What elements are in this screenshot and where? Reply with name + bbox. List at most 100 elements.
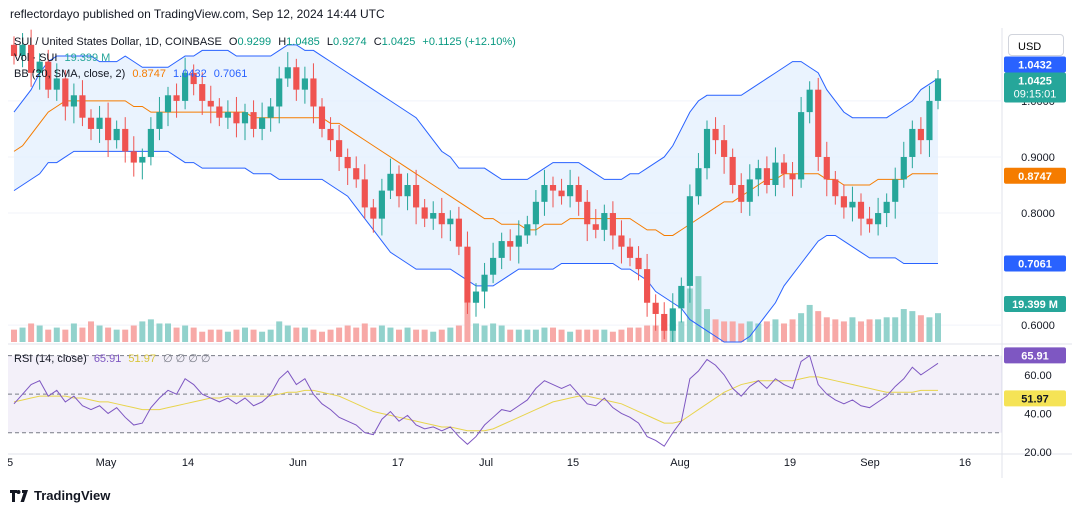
volume-bar — [789, 319, 796, 342]
candle-body — [926, 100, 933, 141]
candle-body — [310, 78, 317, 107]
volume-bar — [772, 319, 779, 342]
candle-body — [900, 156, 907, 180]
volume-bar — [455, 325, 462, 342]
candle-body — [490, 257, 497, 275]
candle-body — [250, 112, 257, 129]
bb-lower-price-tag: 0.7061 — [1018, 259, 1052, 271]
rsi-ma-line — [13, 376, 938, 432]
candle-body — [455, 218, 462, 247]
candle-body — [661, 313, 668, 331]
time-tick-label: Sep — [860, 457, 880, 469]
change-value: +0.1125 (+12.10%) — [422, 36, 516, 48]
bb-legend[interactable]: BB (20, SMA, close, 2) 0.8747 1.0432 0.7… — [14, 68, 251, 80]
candle-body — [113, 128, 120, 141]
volume-bar — [70, 323, 77, 342]
symbol-legend[interactable]: SUI / United States Dollar, 1D, COINBASE… — [14, 36, 520, 48]
candle-body — [147, 128, 154, 157]
candle-body — [404, 185, 411, 197]
volume-bar — [199, 331, 206, 342]
volume-bar — [370, 327, 377, 342]
volume-bar — [387, 327, 394, 342]
currency-button[interactable]: USD — [1008, 34, 1064, 56]
low-label: L — [326, 36, 333, 48]
volume-bar — [490, 323, 497, 342]
volume-bar — [541, 327, 548, 342]
volume-bar — [45, 329, 52, 342]
volume-bar — [532, 329, 539, 342]
candle-body — [361, 179, 368, 208]
candle-body — [70, 95, 77, 107]
candle-body — [746, 179, 753, 202]
volume-legend[interactable]: Vol · SUI 19.399 M — [14, 52, 114, 64]
candle-body — [686, 196, 693, 286]
candle-body — [626, 246, 634, 258]
candle-body — [19, 44, 26, 57]
candle-body — [883, 201, 890, 214]
rsi-extra-values: ∅ ∅ ∅ ∅ — [163, 353, 211, 365]
volume-bar — [259, 331, 266, 342]
time-tick-label: 19 — [784, 457, 796, 469]
time-tick-label: 5 — [8, 457, 13, 469]
price-tick-label: 0.9000 — [1021, 152, 1055, 164]
volume-bar — [182, 325, 189, 342]
rsi-tick-label: 40.00 — [1024, 408, 1052, 420]
volume-bar — [712, 319, 719, 342]
volume-bar — [19, 327, 26, 342]
candle-body — [79, 95, 86, 118]
candle-body — [156, 112, 163, 129]
bb-upper-price-tag-bg — [1004, 56, 1066, 73]
candle-body — [866, 218, 873, 225]
bb-lower-value: 0.7061 — [213, 68, 248, 80]
bb-upper-price-tag: 1.0432 — [1018, 59, 1052, 71]
volume-bar — [301, 327, 308, 342]
volume-bar — [575, 329, 582, 342]
volume-bar — [396, 329, 402, 342]
volume-bar — [327, 329, 334, 342]
volume-bar — [122, 329, 129, 342]
candle-body — [609, 213, 616, 236]
symbol-title[interactable]: SUI / United States Dollar, 1D, COINBASE — [14, 36, 222, 48]
candle-body — [293, 67, 300, 90]
bb-lower-price-tag-bg — [1004, 255, 1066, 272]
volume-bar — [267, 329, 274, 342]
volume-bar — [883, 317, 890, 342]
candle-body — [207, 100, 214, 107]
volume-bar — [139, 321, 146, 342]
volume-bar — [11, 329, 17, 342]
rsi-tick-label: 60.00 — [1024, 370, 1052, 382]
candle-body — [823, 156, 830, 180]
candle-body — [875, 213, 882, 225]
candle-body — [438, 213, 445, 225]
volume-bar — [421, 329, 428, 342]
bb-basis-price-tag: 0.8747 — [1018, 171, 1052, 183]
candle-body — [849, 201, 856, 208]
tradingview-logo-icon — [10, 489, 28, 502]
candle-body — [344, 156, 351, 169]
volume-bar — [276, 321, 283, 342]
rsi-legend[interactable]: RSI (14, close) 65.91 51.97 ∅ ∅ ∅ ∅ — [14, 352, 215, 365]
volume-bar — [430, 331, 437, 342]
last-price-tag-bg — [1004, 72, 1066, 103]
volume-bar — [592, 329, 599, 342]
candle-body — [370, 207, 377, 219]
chart-area[interactable]: 0.60000.80000.90001.00001.04321.042509:1… — [8, 28, 1072, 481]
candle-body — [224, 112, 231, 118]
volume-price-tag-bg — [1004, 296, 1066, 312]
candle-body — [28, 44, 35, 73]
candle-body — [87, 117, 95, 129]
volume-bar — [909, 311, 916, 342]
volume-bar — [729, 321, 736, 342]
volume-bar — [815, 311, 822, 342]
candle-body — [549, 185, 557, 191]
volume-bar — [892, 317, 899, 342]
volume-bar — [105, 327, 112, 342]
volume-bar — [686, 288, 693, 342]
volume-bar — [344, 325, 351, 342]
volume-bar — [601, 329, 608, 342]
volume-bar — [447, 327, 454, 342]
candle-body — [327, 128, 334, 141]
tradingview-footer[interactable]: TradingView — [10, 488, 110, 503]
bb-basis-price-tag-bg — [1004, 167, 1066, 184]
volume-bar — [473, 323, 479, 342]
